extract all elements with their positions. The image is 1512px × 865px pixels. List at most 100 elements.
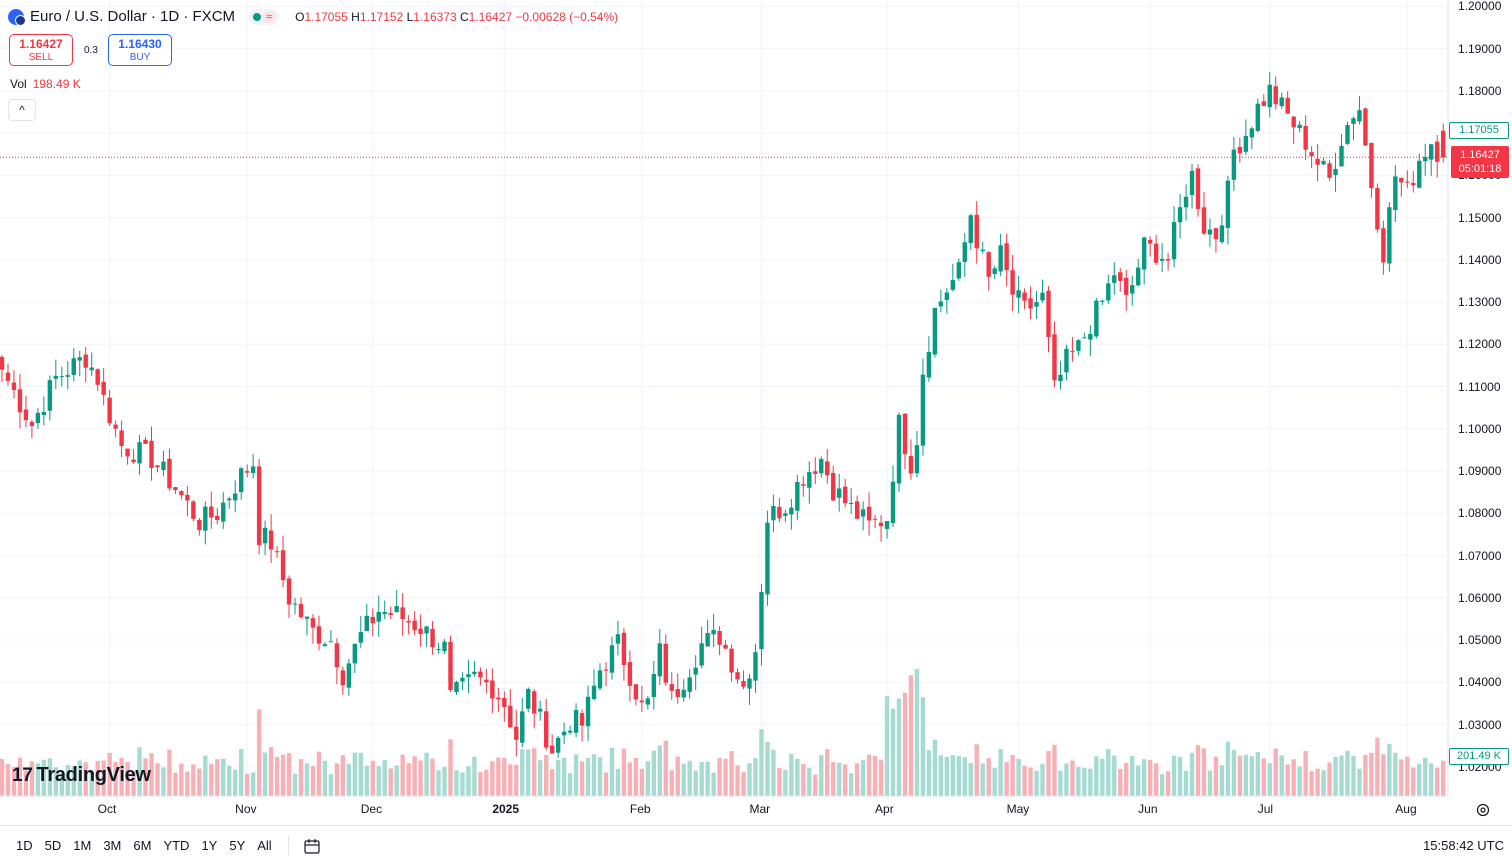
spread-value: 0.3 bbox=[84, 45, 98, 56]
volume-bar bbox=[1064, 763, 1069, 796]
volume-bar bbox=[878, 759, 884, 796]
candle-body bbox=[902, 413, 908, 455]
data-status-badge: ≈ bbox=[263, 10, 276, 23]
volume-bar bbox=[573, 754, 579, 796]
volume-bar bbox=[1022, 765, 1027, 796]
candle-body bbox=[1369, 142, 1374, 189]
candle-body bbox=[197, 519, 202, 531]
volume-bar bbox=[83, 762, 88, 796]
candle-body bbox=[340, 670, 346, 686]
candle-body bbox=[179, 491, 184, 496]
candle-body bbox=[1363, 108, 1368, 146]
volume-bar bbox=[77, 760, 82, 796]
candle-body bbox=[1219, 225, 1225, 243]
candle-body bbox=[1321, 161, 1326, 165]
volume-bar bbox=[837, 762, 842, 796]
volume-bar bbox=[1249, 756, 1255, 796]
candle-body bbox=[1279, 97, 1284, 107]
volume-legend[interactable]: Vol 198.49 K bbox=[10, 77, 81, 91]
volume-bar bbox=[854, 763, 860, 796]
candle-body bbox=[406, 620, 411, 623]
volume-bar bbox=[759, 729, 764, 796]
go-to-date-calendar-icon[interactable] bbox=[303, 837, 321, 855]
volume-bar bbox=[167, 749, 172, 796]
volume-bar bbox=[974, 744, 979, 796]
volume-bar bbox=[1440, 760, 1446, 796]
market-status-pills[interactable]: ≈ bbox=[249, 8, 280, 25]
volume-bar bbox=[526, 749, 531, 796]
candle-body bbox=[1046, 290, 1051, 338]
timeframe-ytd[interactable]: YTD bbox=[163, 838, 190, 853]
timeframe-1d[interactable]: 1D bbox=[16, 838, 33, 853]
volume-bar bbox=[1213, 756, 1219, 796]
candle-body bbox=[233, 493, 238, 501]
ohlc-values: O1.17055 H1.17152 L1.16373 C1.16427 −0.0… bbox=[295, 9, 619, 24]
candle-body bbox=[872, 518, 878, 520]
time-tick-label: Dec bbox=[360, 802, 383, 816]
volume-bar bbox=[932, 739, 938, 796]
volume-bar bbox=[1309, 771, 1314, 796]
volume-bar bbox=[310, 765, 316, 796]
volume-bar bbox=[1279, 755, 1284, 796]
volume-bar bbox=[412, 756, 417, 796]
candle-body bbox=[705, 633, 710, 647]
settings-gear-icon[interactable] bbox=[1475, 802, 1491, 818]
timeframe-all[interactable]: All bbox=[257, 838, 272, 853]
volume-bar bbox=[41, 759, 47, 796]
price-tick-label: 1.13000 bbox=[1458, 295, 1502, 310]
timeframe-1m[interactable]: 1M bbox=[73, 838, 92, 853]
volume-bar bbox=[250, 772, 256, 796]
symbol-title[interactable]: Euro / U.S. Dollar · 1D · FXCM bbox=[30, 8, 236, 25]
volume-bar bbox=[866, 754, 872, 796]
timeframe-3m[interactable]: 3M bbox=[103, 838, 122, 853]
utc-clock[interactable]: 15:58:42 UTC bbox=[1423, 838, 1504, 853]
volume-bar bbox=[268, 747, 274, 796]
volume-bar bbox=[884, 696, 890, 796]
candle-body bbox=[711, 629, 716, 635]
candle-body bbox=[771, 505, 776, 521]
candle-body bbox=[394, 606, 399, 613]
candle-body bbox=[549, 745, 555, 754]
timeframe-5y[interactable]: 5Y bbox=[229, 838, 246, 853]
volume-bar bbox=[1405, 756, 1410, 796]
volume-bar bbox=[914, 668, 920, 796]
volume-bar bbox=[466, 766, 471, 796]
candle-body bbox=[1052, 334, 1057, 381]
timeframe-5d[interactable]: 5D bbox=[44, 838, 62, 853]
candle-body bbox=[974, 214, 979, 249]
volume-bar bbox=[322, 760, 328, 796]
volume-bar bbox=[137, 747, 142, 796]
volume-bar bbox=[956, 755, 961, 796]
volume-bar bbox=[155, 763, 160, 796]
sell-button[interactable]: 1.16427 SELL bbox=[9, 34, 73, 66]
candle-body bbox=[95, 369, 100, 385]
tradingview-logo[interactable]: 17 TradingView bbox=[12, 764, 151, 787]
volume-bar bbox=[603, 772, 609, 796]
buy-button[interactable]: 1.16430 BUY bbox=[108, 34, 172, 66]
volume-bar bbox=[567, 773, 573, 796]
timeframe-1y[interactable]: 1Y bbox=[201, 838, 218, 853]
volume-bar bbox=[789, 753, 794, 796]
timeframe-6m[interactable]: 6M bbox=[133, 838, 152, 853]
price-chart[interactable] bbox=[0, 0, 1512, 826]
candle-body bbox=[831, 472, 836, 501]
candle-body bbox=[717, 631, 722, 645]
candle-body bbox=[250, 466, 256, 474]
volume-bar bbox=[71, 766, 76, 796]
volume-bar bbox=[1393, 752, 1398, 796]
candle-body bbox=[555, 737, 561, 753]
candle-body bbox=[962, 242, 967, 262]
volume-bar bbox=[968, 763, 973, 796]
volume-bar bbox=[215, 759, 220, 796]
candle-body bbox=[579, 713, 585, 726]
collapse-legend-button[interactable]: ^ bbox=[8, 99, 36, 121]
volume-bar bbox=[561, 757, 567, 796]
volume-bar bbox=[597, 757, 603, 796]
candlesticks bbox=[0, 71, 1446, 758]
candle-body bbox=[759, 591, 764, 650]
volume-bar bbox=[711, 772, 716, 796]
candle-body bbox=[508, 705, 513, 728]
candle-body bbox=[603, 669, 609, 671]
candle-body bbox=[878, 522, 884, 527]
candle-body bbox=[1333, 168, 1338, 176]
